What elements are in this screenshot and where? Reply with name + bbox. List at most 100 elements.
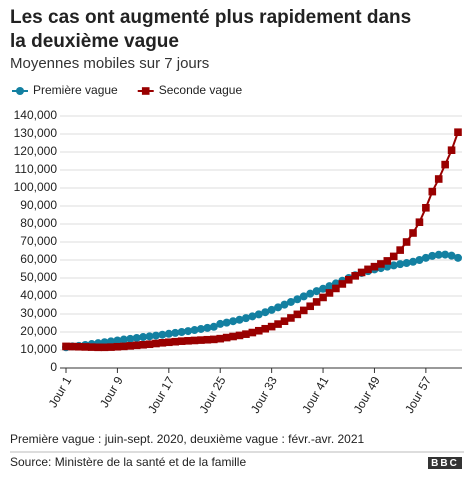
marker xyxy=(81,343,90,351)
marker xyxy=(351,272,359,280)
marker xyxy=(299,292,308,301)
marker xyxy=(280,317,289,325)
marker xyxy=(428,251,437,260)
x-tick-label: Jour 1 xyxy=(46,374,75,410)
marker xyxy=(434,250,443,259)
marker xyxy=(165,338,173,347)
marker xyxy=(267,322,276,331)
marker xyxy=(120,342,128,351)
marker xyxy=(132,333,141,342)
marker xyxy=(312,298,321,306)
note: Première vague : juin-sept. 2020, deuxiè… xyxy=(10,432,365,446)
marker xyxy=(164,329,173,338)
x-tick-label: Jour 33 xyxy=(248,374,280,416)
marker xyxy=(389,252,398,261)
x-tick-label: Jour 57 xyxy=(402,374,434,416)
marker xyxy=(447,251,456,260)
legend-label: Seconde vague xyxy=(159,83,243,97)
marker xyxy=(119,335,128,344)
marker xyxy=(126,342,135,350)
marker xyxy=(145,332,154,341)
marker xyxy=(261,324,270,333)
marker xyxy=(370,262,379,271)
marker xyxy=(434,175,443,183)
marker xyxy=(274,320,282,328)
y-tick-label: 40,000 xyxy=(20,288,57,302)
marker xyxy=(158,330,167,339)
legend-label: Première vague xyxy=(33,83,118,97)
marker xyxy=(447,146,456,154)
marker xyxy=(62,342,70,351)
marker xyxy=(396,246,404,254)
series xyxy=(62,128,462,352)
y-tick-label: 110,000 xyxy=(15,162,58,176)
marker xyxy=(415,218,424,226)
marker xyxy=(113,336,122,345)
marker xyxy=(68,342,77,351)
y-tick-label: 80,000 xyxy=(20,216,57,230)
logo-box xyxy=(428,457,462,469)
marker xyxy=(254,326,263,335)
marker xyxy=(126,334,135,343)
marker xyxy=(216,319,225,328)
marker xyxy=(402,259,411,268)
marker xyxy=(389,261,398,270)
marker xyxy=(184,337,192,345)
marker xyxy=(441,160,449,169)
marker xyxy=(280,300,289,309)
y-tick-label: 10,000 xyxy=(20,342,57,356)
marker xyxy=(222,318,231,327)
marker xyxy=(229,332,237,341)
marker xyxy=(396,260,405,269)
y-tick-label: 120,000 xyxy=(14,144,58,158)
marker xyxy=(222,333,231,342)
marker xyxy=(171,337,180,346)
marker xyxy=(421,253,430,262)
marker xyxy=(306,302,314,311)
marker xyxy=(357,268,366,277)
marker xyxy=(139,333,148,342)
marker xyxy=(293,295,302,304)
marker xyxy=(274,303,283,312)
y-tick-label: 130,000 xyxy=(14,126,58,140)
marker xyxy=(210,335,218,344)
marker xyxy=(415,256,424,264)
chart-subtitle: Moyennes mobiles sur 7 jours xyxy=(10,55,210,72)
y-tick-label: 90,000 xyxy=(20,198,57,212)
marker xyxy=(177,337,186,345)
marker xyxy=(422,204,430,212)
marker xyxy=(203,335,212,344)
marker xyxy=(151,331,160,340)
y-tick-label: 30,000 xyxy=(20,306,57,320)
marker xyxy=(145,340,154,349)
marker xyxy=(377,260,385,268)
marker xyxy=(441,250,450,259)
y-tick-label: 50,000 xyxy=(20,270,57,284)
marker xyxy=(325,282,334,291)
marker xyxy=(184,327,193,336)
marker xyxy=(454,128,462,136)
marker xyxy=(100,343,109,352)
marker xyxy=(325,289,334,297)
marker xyxy=(242,330,250,338)
marker xyxy=(171,328,180,337)
x-tick-label: Jour 9 xyxy=(97,374,126,410)
marker xyxy=(383,257,392,265)
marker xyxy=(267,305,276,314)
source: Source: Ministère de la santé et de la f… xyxy=(10,455,246,469)
y-tick-label: 0 xyxy=(50,360,57,374)
marker xyxy=(235,315,244,324)
marker xyxy=(312,287,321,296)
x-tick-label: Jour 49 xyxy=(351,374,383,416)
x-tick-label: Jour 17 xyxy=(145,374,177,416)
marker xyxy=(107,343,115,351)
marker xyxy=(306,289,315,298)
marker xyxy=(196,324,205,333)
marker xyxy=(209,322,218,331)
marker xyxy=(16,87,24,95)
marker xyxy=(141,87,150,95)
marker xyxy=(454,253,462,262)
x-tick-label: Jour 25 xyxy=(196,374,228,416)
